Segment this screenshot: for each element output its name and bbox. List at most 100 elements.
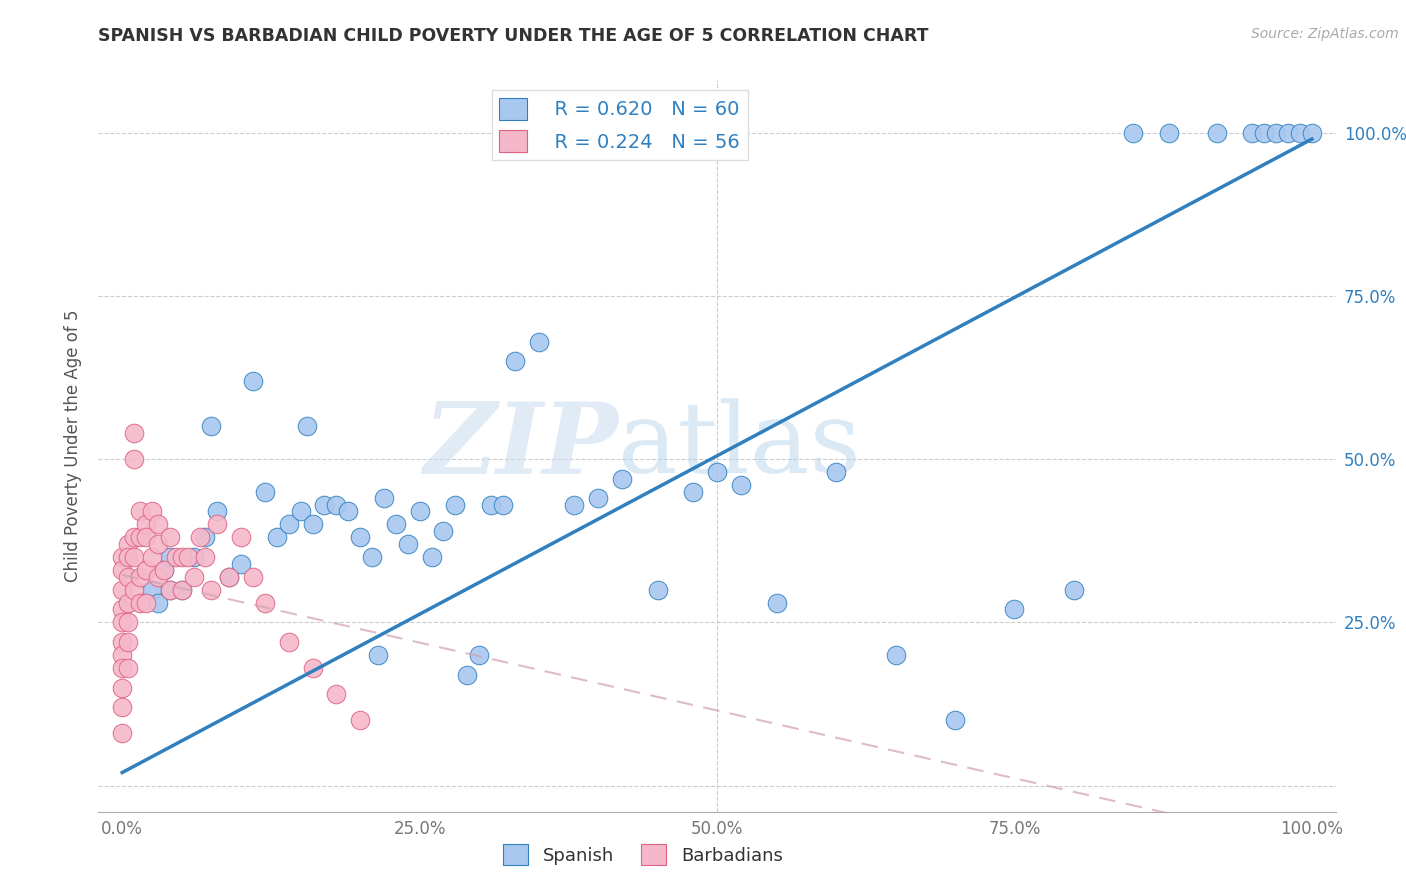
Point [290, 504, 312, 518]
Point [349, 530, 371, 544]
Point [122, 530, 145, 544]
Point [170, 582, 193, 597]
Point [943, 714, 966, 728]
Point [420, 549, 443, 564]
Point [396, 537, 419, 551]
Point [349, 714, 371, 728]
Point [207, 517, 229, 532]
Point [1241, 126, 1264, 140]
Point [159, 530, 181, 544]
Point [444, 498, 467, 512]
Point [176, 549, 198, 564]
Point [242, 374, 264, 388]
Point [141, 549, 163, 564]
Point [479, 498, 502, 512]
Point [111, 549, 134, 564]
Point [141, 504, 163, 518]
Point [253, 484, 276, 499]
Point [111, 582, 134, 597]
Point [231, 557, 253, 571]
Point [129, 569, 152, 583]
Point [301, 517, 323, 532]
Point [153, 563, 176, 577]
Point [135, 563, 157, 577]
Point [456, 667, 478, 681]
Point [1277, 126, 1299, 140]
Point [117, 635, 139, 649]
Point [367, 648, 389, 662]
Point [117, 661, 139, 675]
Point [884, 648, 907, 662]
Point [111, 681, 134, 695]
Point [325, 498, 347, 512]
Point [1301, 126, 1323, 140]
Point [825, 465, 848, 479]
Point [218, 569, 240, 583]
Point [159, 549, 181, 564]
Point [408, 504, 430, 518]
Point [1265, 126, 1288, 140]
Point [301, 661, 323, 675]
Point [117, 596, 139, 610]
Point [111, 615, 134, 630]
Point [706, 465, 728, 479]
Point [277, 517, 299, 532]
Point [135, 517, 157, 532]
Point [266, 530, 288, 544]
Point [146, 569, 169, 583]
Point [165, 549, 187, 564]
Point [503, 354, 526, 368]
Point [610, 472, 633, 486]
Text: SPANISH VS BARBADIAN CHILD POVERTY UNDER THE AGE OF 5 CORRELATION CHART: SPANISH VS BARBADIAN CHILD POVERTY UNDER… [98, 27, 929, 45]
Point [129, 530, 152, 544]
Point [200, 582, 222, 597]
Point [1159, 126, 1181, 140]
Point [194, 530, 217, 544]
Point [527, 334, 550, 349]
Point [1205, 126, 1227, 140]
Point [200, 419, 222, 434]
Point [647, 582, 669, 597]
Point [765, 596, 787, 610]
Point [1122, 126, 1144, 140]
Point [129, 504, 152, 518]
Point [492, 498, 515, 512]
Point [314, 498, 336, 512]
Point [170, 549, 193, 564]
Point [111, 700, 134, 714]
Point [730, 478, 752, 492]
Point [373, 491, 395, 506]
Point [146, 517, 169, 532]
Point [117, 537, 139, 551]
Point [117, 615, 139, 630]
Point [159, 582, 181, 597]
Point [188, 530, 211, 544]
Point [194, 549, 217, 564]
Point [253, 596, 276, 610]
Point [231, 530, 253, 544]
Point [325, 687, 347, 701]
Y-axis label: Child Poverty Under the Age of 5: Child Poverty Under the Age of 5 [65, 310, 83, 582]
Text: Source: ZipAtlas.com: Source: ZipAtlas.com [1251, 27, 1399, 41]
Point [337, 504, 360, 518]
Point [218, 569, 240, 583]
Point [207, 504, 229, 518]
Point [361, 549, 384, 564]
Point [111, 648, 134, 662]
Point [111, 563, 134, 577]
Point [432, 524, 454, 538]
Point [117, 549, 139, 564]
Point [1289, 126, 1312, 140]
Point [159, 582, 181, 597]
Point [586, 491, 609, 506]
Point [117, 569, 139, 583]
Point [183, 549, 205, 564]
Point [183, 569, 205, 583]
Point [135, 596, 157, 610]
Point [111, 661, 134, 675]
Point [122, 582, 145, 597]
Point [122, 452, 145, 467]
Point [682, 484, 704, 499]
Point [385, 517, 408, 532]
Point [295, 419, 318, 434]
